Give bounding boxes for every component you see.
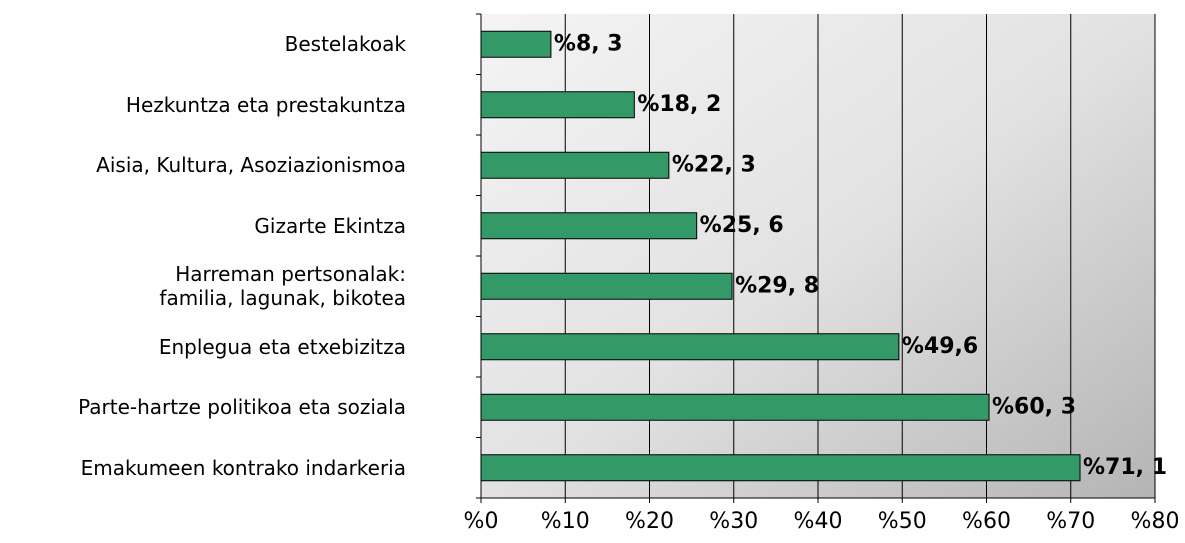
bar <box>480 212 698 240</box>
value-label: %29, 8 <box>735 273 819 298</box>
x-tick-label: %70 <box>1046 509 1095 534</box>
x-tick-label: %50 <box>878 509 927 534</box>
x-tick-label: %80 <box>1131 509 1180 534</box>
x-tick-label: %60 <box>962 509 1011 534</box>
value-label: %18, 2 <box>637 92 721 117</box>
x-tick-label: %40 <box>794 509 843 534</box>
value-label: %22, 3 <box>672 152 756 177</box>
category-label: Parte-hartze politikoa eta soziala <box>78 395 406 420</box>
bar <box>480 393 990 421</box>
category-label: Bestelakoak <box>284 32 406 57</box>
value-label: %60, 3 <box>992 394 1076 419</box>
value-label: %8, 3 <box>554 31 623 56</box>
bar <box>480 151 670 179</box>
value-label: %25, 6 <box>700 213 784 238</box>
category-label: Hezkuntza eta prestakuntza <box>125 92 406 117</box>
category-label: Harreman pertsonalak: familia, lagunak, … <box>159 262 406 311</box>
category-label: Aisia, Kultura, Asoziazionismoa <box>96 153 406 178</box>
value-label: %49,6 <box>902 334 978 359</box>
category-label: Enplegua eta etxebizitza <box>158 334 406 359</box>
x-tick-label: %0 <box>464 509 499 534</box>
x-tick-label: %10 <box>541 509 590 534</box>
value-label: %71, 1 <box>1083 455 1167 480</box>
bar <box>480 272 733 300</box>
bar <box>480 333 900 361</box>
x-tick-label: %30 <box>709 509 758 534</box>
bar <box>480 454 1081 482</box>
bar <box>480 91 635 119</box>
category-label: Emakumeen kontrako indarkeria <box>80 455 406 480</box>
bar <box>480 30 552 58</box>
x-tick-label: %20 <box>625 509 674 534</box>
category-label: Gizarte Ekintza <box>254 213 406 238</box>
